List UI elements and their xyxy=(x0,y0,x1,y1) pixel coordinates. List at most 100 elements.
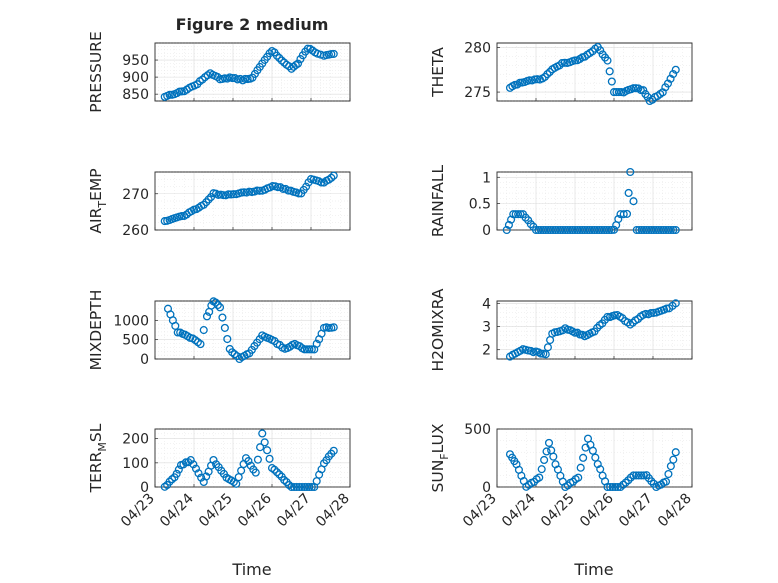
x-tick-label: 04/28 xyxy=(655,491,695,531)
subplot-rainfall: 0 0.5 1 RAINFALL xyxy=(429,164,693,239)
y-axis-label-part: SL xyxy=(87,423,105,442)
data-point xyxy=(626,167,635,177)
data-point xyxy=(606,482,615,492)
data-series xyxy=(160,171,338,226)
data-point xyxy=(543,343,552,352)
data-point xyxy=(215,303,225,312)
y-axis-label: AIRTEMP xyxy=(87,168,109,233)
data-point xyxy=(199,326,208,335)
data-point xyxy=(307,345,316,354)
data-point xyxy=(648,95,657,104)
x-tick-label: 04/24 xyxy=(499,490,539,530)
data-point xyxy=(329,171,338,180)
data-point xyxy=(173,328,182,337)
y-tick-label: 0 xyxy=(482,223,491,239)
data-point xyxy=(307,482,316,492)
data-point xyxy=(525,76,534,85)
x-tick-label: 04/27 xyxy=(274,491,314,531)
data-point xyxy=(535,473,544,482)
data-point xyxy=(265,454,274,463)
x-axis-label-right: Time xyxy=(573,560,613,579)
y-tick-label: 0 xyxy=(140,352,149,368)
data-point xyxy=(560,58,569,67)
y-tick-label: 0.5 xyxy=(469,197,491,213)
data-point xyxy=(605,67,614,76)
y-tick-label: 1000 xyxy=(113,313,149,329)
data-point xyxy=(292,482,301,492)
data-point xyxy=(275,340,284,350)
data-point xyxy=(165,477,174,486)
y-tick-label: 850 xyxy=(122,87,149,103)
y-axis-label: THETA xyxy=(429,47,447,98)
data-point xyxy=(186,456,195,465)
data-point xyxy=(671,65,680,74)
data-point xyxy=(184,458,193,467)
data-point xyxy=(647,477,656,486)
data-point xyxy=(229,190,238,199)
data-point xyxy=(244,457,253,466)
data-point xyxy=(252,186,262,195)
data-point xyxy=(329,49,338,58)
data-point xyxy=(568,477,578,486)
data-point xyxy=(270,465,279,474)
data-point xyxy=(251,468,260,477)
data-point xyxy=(637,471,646,480)
subplot-terr-msl: 0 100 200 04/23 04/24 04/25 04/26 04/27 04/28 TER… xyxy=(87,423,353,530)
y-axis-label-part: SUN xyxy=(429,460,447,493)
data-point xyxy=(255,186,264,195)
y-tick-label: 200 xyxy=(122,432,149,448)
data-point xyxy=(168,475,177,484)
data-point xyxy=(240,188,249,197)
data-point xyxy=(228,74,237,83)
axes-frame xyxy=(154,171,351,231)
data-point xyxy=(603,56,612,65)
data-point xyxy=(526,220,535,229)
data-point xyxy=(545,67,554,77)
data-point xyxy=(671,299,680,308)
data-point xyxy=(329,446,338,455)
subplot-mixdepth: 0 500 1000 MIXDEPTH xyxy=(87,290,351,370)
data-point xyxy=(502,225,511,235)
data-point xyxy=(669,69,678,79)
subplot-theta: 275 280 THETA xyxy=(429,40,693,106)
data-series xyxy=(160,44,338,101)
data-point xyxy=(194,469,203,478)
data-point xyxy=(287,482,296,492)
data-series xyxy=(505,434,680,492)
data-point xyxy=(272,51,281,60)
data-point xyxy=(646,308,656,318)
y-tick-label: 900 xyxy=(122,70,149,86)
data-point xyxy=(223,334,232,344)
data-point xyxy=(179,460,188,469)
data-series xyxy=(502,167,680,235)
data-point xyxy=(213,300,222,310)
data-point xyxy=(284,186,293,195)
y-axis-label: RAINFALL xyxy=(429,164,447,237)
y-axis-label-subscript: M xyxy=(96,442,109,452)
axes-frame xyxy=(154,42,351,102)
data-point xyxy=(312,339,321,348)
data-point xyxy=(196,340,205,349)
data-point xyxy=(671,225,680,235)
data-point xyxy=(634,471,643,480)
data-point xyxy=(290,482,299,492)
x-tick-label: 04/25 xyxy=(196,491,236,531)
y-tick-label: 4 xyxy=(482,296,491,312)
y-tick-label: 950 xyxy=(122,53,149,69)
data-point xyxy=(256,443,265,452)
data-point xyxy=(329,323,338,332)
data-point xyxy=(263,446,272,455)
data-point xyxy=(219,191,228,200)
data-point xyxy=(537,465,546,474)
x-tick-label: 04/26 xyxy=(235,490,275,530)
data-point xyxy=(317,178,326,187)
y-tick-label: 0 xyxy=(482,480,491,496)
y-axis-label-subscript: F xyxy=(438,453,451,459)
data-point xyxy=(211,298,220,307)
data-point xyxy=(293,59,303,68)
y-tick-label: 500 xyxy=(122,333,149,349)
data-point xyxy=(588,47,597,56)
x-tick-label: 04/27 xyxy=(616,491,656,531)
data-point xyxy=(218,313,227,322)
